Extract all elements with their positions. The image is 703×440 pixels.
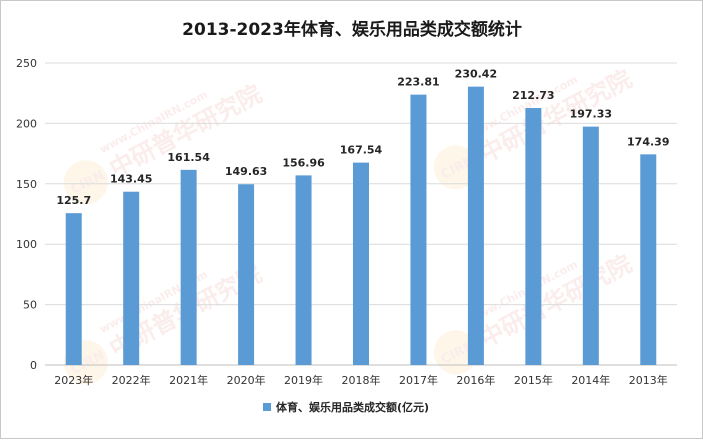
data-label: 167.54 [340,144,383,157]
x-tick-label: 2014年 [571,373,610,387]
bar [582,126,599,365]
data-label: 143.45 [110,173,152,186]
bar [65,213,82,365]
x-tick-label: 2016年 [456,373,495,387]
y-axis: 0 50 100 150 200 250 [16,57,37,372]
y-tick-label: 200 [16,117,37,130]
data-label: 230.42 [455,68,497,81]
watermark-logo-icon [433,330,478,375]
watermark-logo-icon [433,145,478,190]
chart-title: 2013-2023年体育、娱乐用品类成交额统计 [182,19,522,40]
y-tick-label: 100 [16,238,37,251]
legend: 体育、娱乐用品类成交额(亿元) [263,400,429,414]
legend-swatch [263,403,271,411]
y-tick-label: 50 [23,299,37,312]
x-tick-label: 2023年 [54,373,93,387]
bars [65,86,657,366]
data-label: 125.7 [56,194,91,207]
data-label: 197.33 [570,108,612,121]
data-label: 223.81 [397,76,439,89]
bar [123,191,140,365]
bar [467,86,484,365]
data-label: 149.63 [225,165,267,178]
bar [410,94,427,366]
x-tick-label: 2015年 [514,373,553,387]
x-tick-label: 2019年 [284,373,323,387]
legend-label: 体育、娱乐用品类成交额(亿元) [276,400,429,414]
bar [353,162,369,365]
data-label: 174.39 [627,135,669,148]
y-tick-label: 250 [16,57,37,70]
bar [295,175,312,365]
data-labels: 125.7 143.45 161.54 149.63 156.96 167.54 223.8… [56,68,669,208]
x-tick-label: 2020年 [227,373,266,387]
y-tick-label: 150 [16,178,37,191]
bar [525,108,542,366]
y-tick-label: 0 [30,359,37,372]
bar [238,184,255,365]
x-tick-label: 2018年 [342,373,381,387]
data-label: 161.54 [167,151,210,164]
bar [180,169,197,365]
watermark-logo-icon [63,160,108,205]
data-label: 212.73 [512,89,554,102]
data-label: 156.96 [282,156,325,169]
x-axis: 2023年 2022年 2021年 2020年 2019年 2018年 2017年 2016年… [54,373,668,387]
x-tick-label: 2022年 [112,373,151,387]
x-tick-label: 2017年 [399,373,438,387]
x-tick-label: 2021年 [169,373,208,387]
x-tick-label: 2013年 [629,373,668,387]
bar [640,154,657,365]
